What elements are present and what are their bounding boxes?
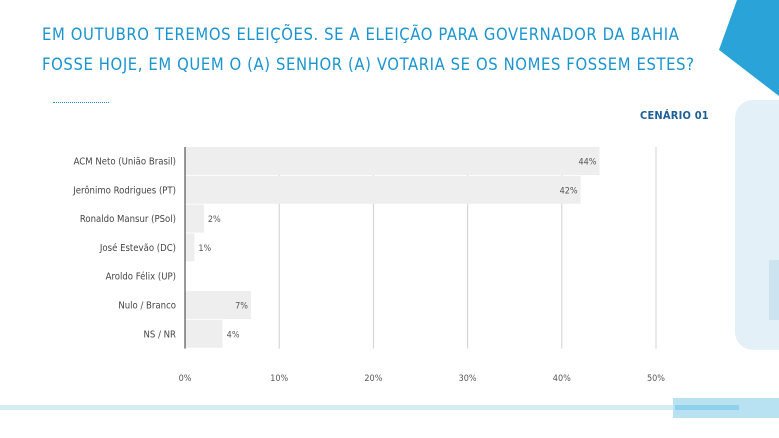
value-label: 42% <box>560 186 578 196</box>
bottom-rule <box>0 405 779 410</box>
bar <box>185 147 600 175</box>
value-label: 1% <box>198 244 211 254</box>
category-label: Aroldo Félix (UP) <box>106 272 176 283</box>
category-label: NS / NR <box>144 329 177 340</box>
x-tick-label: 10% <box>270 374 288 384</box>
category-label: Nulo / Branco <box>118 301 176 312</box>
title-underline <box>53 102 109 103</box>
value-label: 7% <box>235 302 248 312</box>
bar <box>185 319 223 348</box>
x-tick-label: 20% <box>364 374 382 384</box>
bar <box>185 204 204 233</box>
category-label: Ronaldo Mansur (PSol) <box>80 214 176 225</box>
x-tick-label: 50% <box>647 374 665 384</box>
value-label: 44% <box>578 158 596 168</box>
value-label: 4% <box>227 330 240 340</box>
category-label: José Estevão (DC) <box>99 243 176 254</box>
x-tick-label: 0% <box>179 374 192 384</box>
bottom-decoration-accent <box>675 405 739 410</box>
side-decoration-edge <box>769 260 779 320</box>
bar <box>185 233 195 262</box>
chart-title: EM OUTUBRO TEREMOS ELEIÇÕES. SE A ELEIÇÃ… <box>42 25 695 74</box>
bar <box>185 175 581 204</box>
scenario-label: CENÁRIO 01 <box>640 109 709 122</box>
value-label: 2% <box>208 215 221 225</box>
bar <box>185 291 251 319</box>
category-label: ACM Neto (União Brasil) <box>74 157 176 168</box>
x-tick-label: 40% <box>553 374 571 384</box>
x-tick-label: 30% <box>459 374 477 384</box>
category-label: Jerônimo Rodrigues (PT) <box>72 185 176 196</box>
